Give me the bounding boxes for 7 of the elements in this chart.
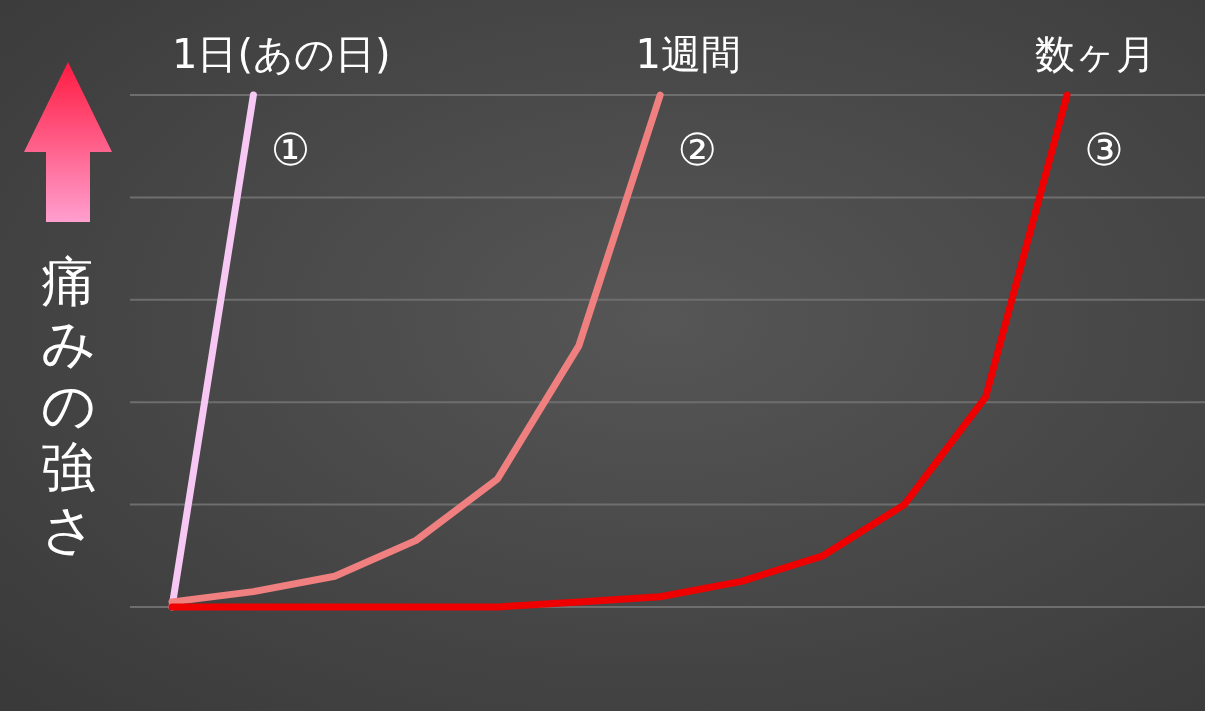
series-label: 1週間 [635,31,741,77]
y-axis-title: 痛みの強さ [40,250,96,561]
annotation: ① [270,124,311,175]
series-label: 数ヶ月 [1034,31,1156,77]
annotation: ③ [1084,124,1124,175]
series-label: 1日(あの日) [172,31,391,77]
annotation: ② [677,124,717,175]
